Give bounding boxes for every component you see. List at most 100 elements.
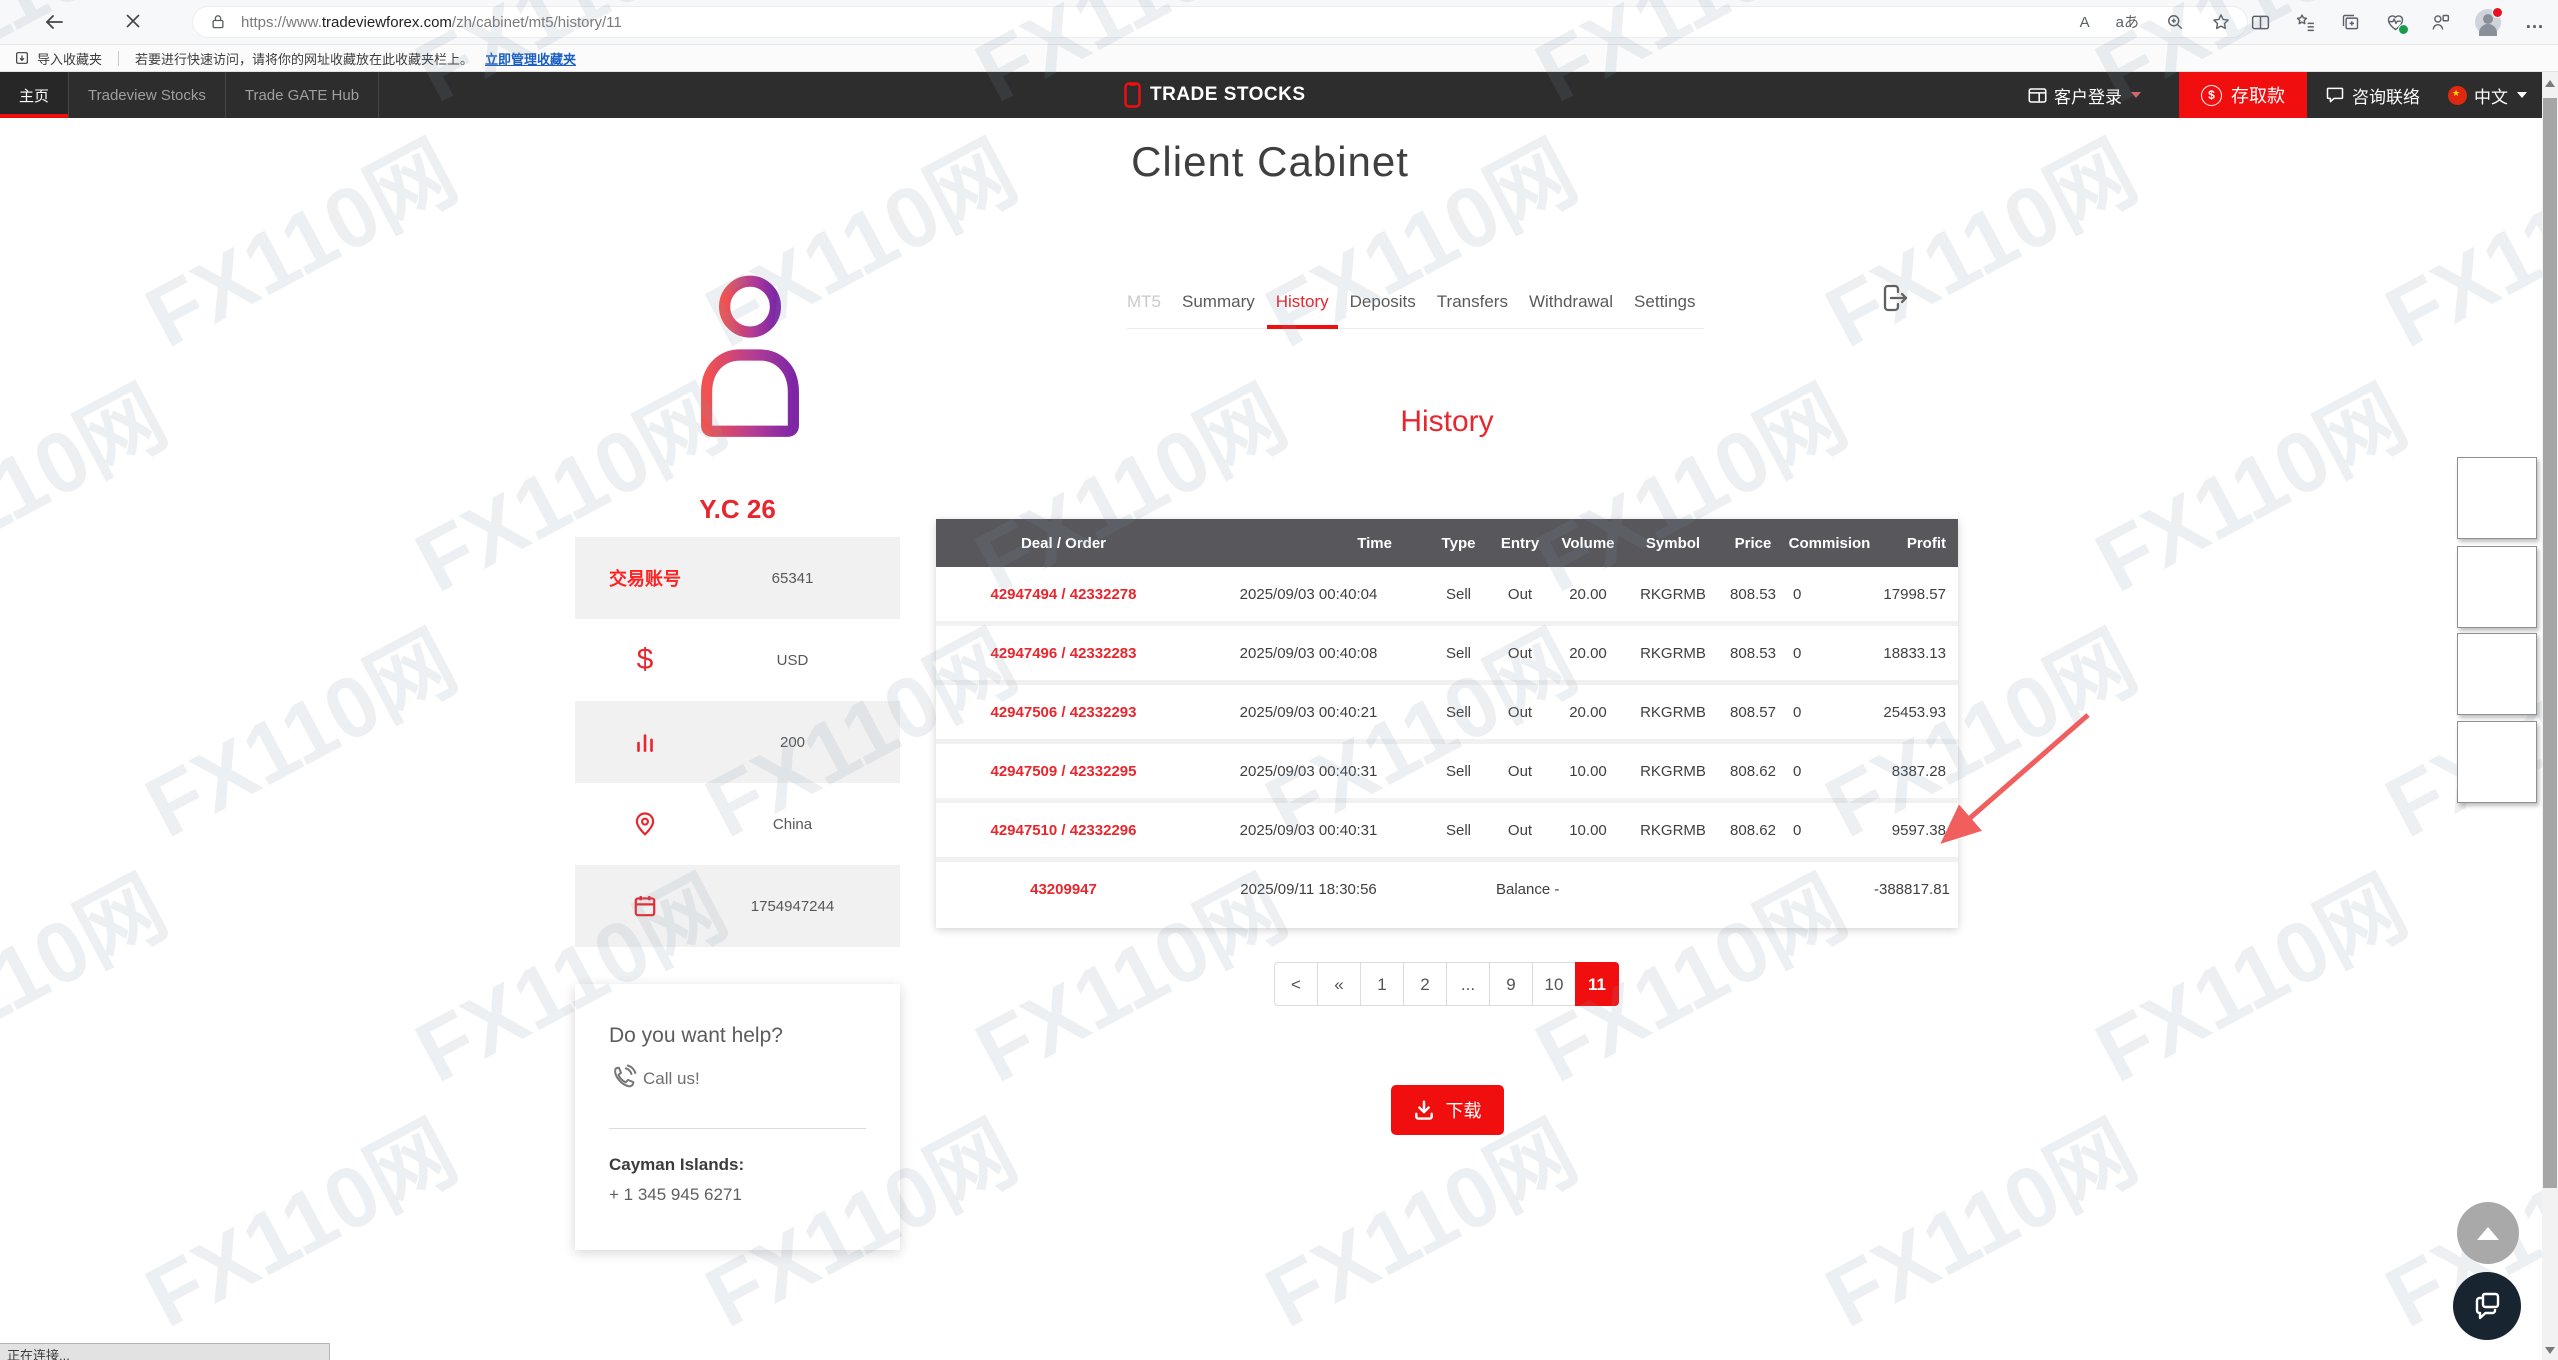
side-widget-button-1[interactable]: [2457, 457, 2537, 539]
account-number-row: 交易账号 65341: [575, 537, 900, 619]
deposit-withdraw-button[interactable]: $ 存取款: [2179, 72, 2307, 118]
tab-summary[interactable]: Summary: [1182, 292, 1255, 311]
extensions-icon[interactable]: [2430, 12, 2451, 33]
tab-transfers[interactable]: Transfers: [1436, 292, 1508, 311]
cell-entry: Out: [1491, 803, 1549, 862]
cell-price: 808.62: [1719, 744, 1787, 803]
brand-label: TRADE STOCKS: [1150, 84, 1306, 105]
browser-profile-avatar[interactable]: [2475, 7, 2503, 36]
site-nav: 主页 Tradeview Stocks Trade GATE Hub TRADE S…: [0, 72, 2542, 118]
nav-item-主页[interactable]: 主页: [0, 72, 70, 118]
favorite-star-icon[interactable]: [2211, 12, 2231, 32]
location-pin-icon: [575, 811, 715, 837]
page-button-10[interactable]: 10: [1532, 962, 1576, 1006]
page-button-11[interactable]: 11: [1575, 962, 1619, 1006]
chat-button[interactable]: [2453, 1272, 2521, 1340]
zoom-icon[interactable]: [2165, 12, 2185, 32]
client-login-menu[interactable]: 客户登录: [2028, 83, 2141, 108]
account-info-list: 交易账号 65341 $ USD 200 China 1754947244: [575, 537, 900, 947]
nav-item-trade-gate-hub[interactable]: Trade GATE Hub: [226, 72, 380, 118]
read-aloud-icon[interactable]: A: [2079, 13, 2090, 31]
watermark-text: FX110网: [2081, 859, 2422, 1101]
balance-row: 43209947 2025/09/11 18:30:56 Balance - -388…: [936, 862, 1958, 916]
scrollbar-thumb[interactable]: [2543, 98, 2557, 1188]
registration-timestamp-value: 1754947244: [750, 897, 835, 915]
table-row: 42947506 / 42332293 2025/09/03 00:40:21 Se…: [936, 685, 1958, 744]
scrollbar-down-arrow[interactable]: [2545, 1347, 2555, 1354]
language-menu[interactable]: ★ 中文: [2448, 83, 2527, 108]
tab-mt5[interactable]: MT5: [1127, 292, 1161, 311]
essentials-badge: [2398, 23, 2409, 35]
deposit-withdraw-label: 存取款: [2231, 86, 2285, 106]
contact-menu[interactable]: 咨询联络: [2325, 83, 2420, 108]
watermark-text: FX110网: [131, 614, 472, 856]
import-favorites-label[interactable]: 导入收藏夹: [37, 51, 103, 67]
watermark-text: FX110网: [131, 124, 472, 366]
address-bar[interactable]: https://www.tradeviewforex.com/zh/cabine…: [192, 6, 2248, 38]
translate-icon[interactable]: aあ: [2115, 13, 2139, 31]
cell-type: Sell: [1426, 567, 1491, 626]
page-button-2[interactable]: 2: [1403, 962, 1447, 1006]
chevron-down-icon: [2517, 92, 2527, 98]
cell-time: 2025/09/11 18:30:56: [1191, 862, 1426, 916]
site-nav-right: 客户登录 $ 存取款 咨询联络 ★ 中文: [2028, 72, 2527, 118]
browser-essentials-icon[interactable]: [2385, 12, 2409, 35]
download-button[interactable]: 下载: [1390, 1085, 1504, 1135]
client-login-label: 客户登录: [2054, 87, 2122, 107]
side-widget-button-2[interactable]: [2457, 546, 2537, 628]
nav-item-tradeview-stocks[interactable]: Tradeview Stocks: [69, 72, 226, 118]
call-us-row[interactable]: Call us!: [609, 1064, 866, 1094]
more-menu-icon[interactable]: …: [2525, 11, 2544, 33]
scrollbar-up-arrow[interactable]: [2545, 80, 2555, 87]
triangle-up-icon: [2477, 1226, 2499, 1240]
logout-icon[interactable]: [1878, 282, 1912, 314]
chevron-down-icon: [2131, 92, 2141, 98]
import-favorites-icon: [14, 50, 30, 66]
deal-order-link[interactable]: 43209947: [936, 862, 1191, 916]
country-row: China: [575, 783, 900, 865]
brand-icon: [1124, 82, 1141, 108]
page-button-...[interactable]: ...: [1446, 962, 1490, 1006]
collections-icon[interactable]: [2340, 12, 2361, 33]
tab-history[interactable]: History: [1266, 292, 1338, 329]
phone-icon: [609, 1064, 639, 1094]
cell-time: 2025/09/03 00:40:21: [1191, 685, 1426, 744]
split-screen-icon[interactable]: [2250, 12, 2271, 33]
page-button-«[interactable]: «: [1317, 962, 1361, 1006]
stop-loading-icon[interactable]: [122, 10, 146, 34]
table-row: 42947496 / 42332283 2025/09/03 00:40:08 Se…: [936, 626, 1958, 685]
page-button-<[interactable]: <: [1274, 962, 1318, 1006]
currency-value: USD: [776, 651, 809, 669]
side-widget-button-4[interactable]: [2457, 721, 2537, 803]
manage-favorites-link[interactable]: 立即管理收藏夹: [485, 51, 577, 67]
cell-symbol: RKGRMB: [1627, 685, 1719, 744]
page-scrollbar[interactable]: [2542, 72, 2558, 1360]
deal-order-link[interactable]: 42947510 / 42332296: [936, 803, 1191, 862]
tab-settings[interactable]: Settings: [1634, 292, 1696, 311]
deal-order-link[interactable]: 42947506 / 42332293: [936, 685, 1191, 744]
deal-order-link[interactable]: 42947494 / 42332278: [936, 567, 1191, 626]
cell-time: 2025/09/03 00:40:08: [1191, 626, 1426, 685]
tab-withdrawal[interactable]: Withdrawal: [1528, 292, 1614, 311]
deal-order-link[interactable]: 42947496 / 42332283: [936, 626, 1191, 685]
download-wrap: 下载: [936, 1085, 1958, 1135]
china-flag-icon: ★: [2448, 85, 2467, 105]
side-widget-button-3[interactable]: [2457, 633, 2537, 715]
favorites-list-icon[interactable]: [2295, 12, 2316, 33]
chat-bubbles-icon: [2475, 1292, 2500, 1320]
page-button-1[interactable]: 1: [1360, 962, 1404, 1006]
lock-icon[interactable]: [209, 13, 227, 31]
deal-order-link[interactable]: 42947509 / 42332295: [936, 744, 1191, 803]
balance-label: Balance -: [1426, 862, 1873, 916]
help-divider: [609, 1128, 866, 1129]
column-header-type: Type: [1426, 519, 1491, 567]
page-button-9[interactable]: 9: [1489, 962, 1533, 1006]
scroll-to-top-button[interactable]: [2457, 1202, 2519, 1264]
brand[interactable]: TRADE STOCKS: [1124, 72, 1306, 118]
tab-deposits[interactable]: Deposits: [1349, 292, 1416, 311]
back-icon[interactable]: [42, 10, 66, 34]
cell-type: Sell: [1426, 626, 1491, 685]
watermark-text: FX110网: [2371, 124, 2558, 366]
column-header-symbol: Symbol: [1627, 519, 1719, 567]
